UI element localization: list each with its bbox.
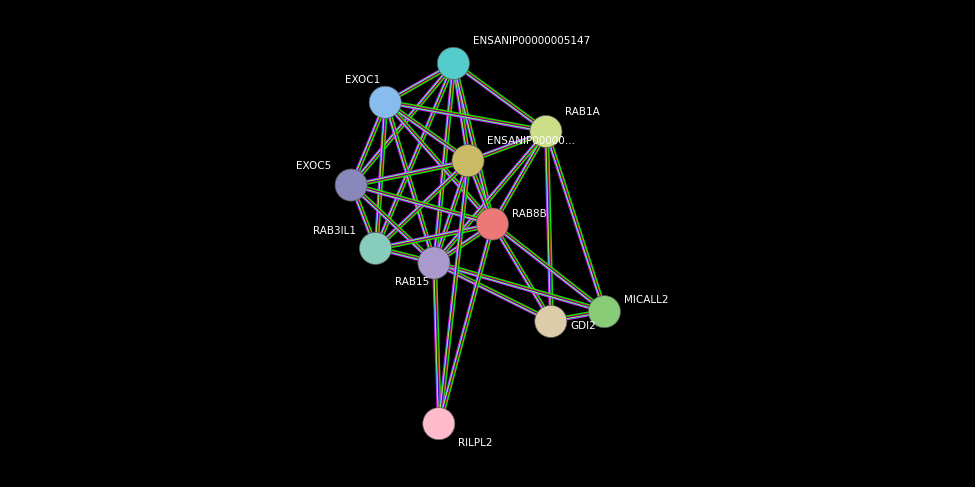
Text: EXOC5: EXOC5 [296,161,332,170]
Text: RAB15: RAB15 [395,278,429,287]
Text: GDI2: GDI2 [570,321,596,331]
Circle shape [452,145,485,177]
Circle shape [477,208,508,240]
Circle shape [438,47,470,79]
Circle shape [423,408,455,440]
Text: ENSANIP00000…: ENSANIP00000… [488,136,575,146]
Text: MICALL2: MICALL2 [624,295,668,304]
Text: EXOC1: EXOC1 [345,75,380,85]
Text: RAB1A: RAB1A [566,107,601,117]
Circle shape [370,86,402,118]
Circle shape [529,115,562,148]
Circle shape [335,169,368,201]
Circle shape [534,305,566,337]
Text: RAB3IL1: RAB3IL1 [313,226,356,236]
Circle shape [418,247,450,279]
Circle shape [588,296,620,328]
Circle shape [360,232,392,264]
Text: RAB8B: RAB8B [512,209,547,219]
Text: RILPL2: RILPL2 [458,438,492,448]
Text: ENSANIP00000005147: ENSANIP00000005147 [473,37,590,46]
